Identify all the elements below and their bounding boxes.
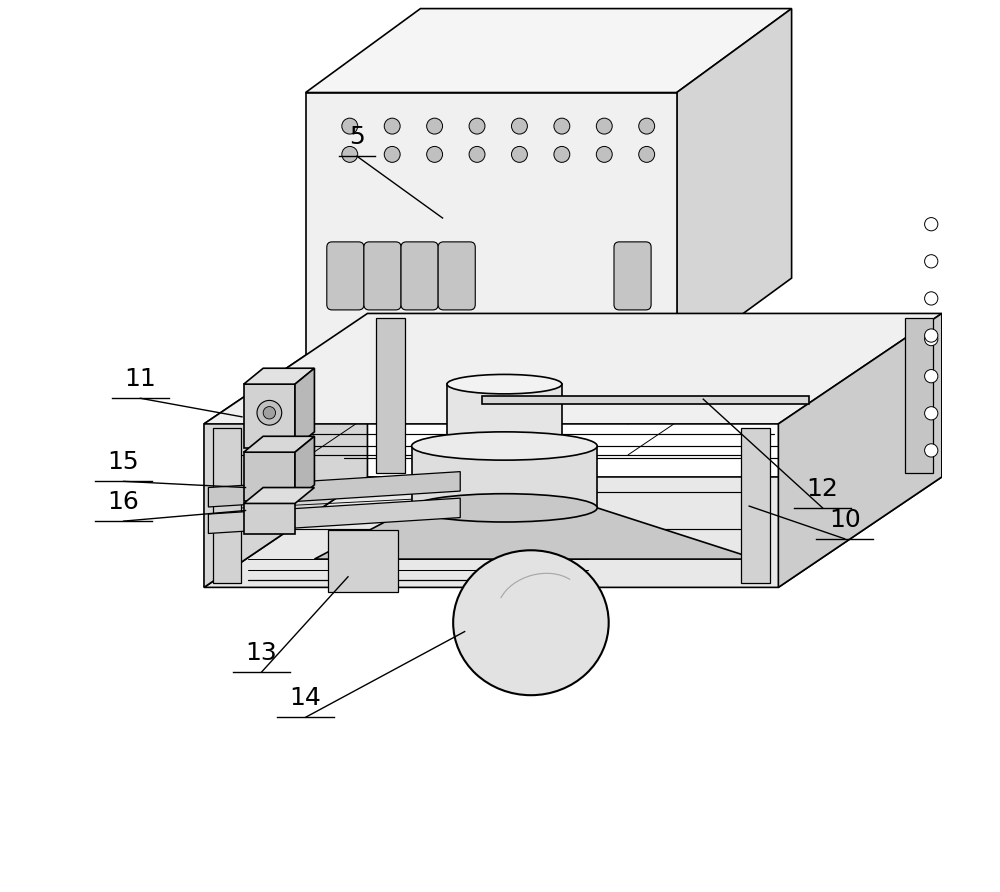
Polygon shape — [376, 318, 405, 473]
Circle shape — [925, 333, 938, 346]
Circle shape — [384, 118, 400, 134]
Polygon shape — [314, 508, 756, 559]
Circle shape — [554, 118, 570, 134]
Polygon shape — [306, 93, 677, 362]
FancyBboxPatch shape — [614, 242, 651, 310]
Polygon shape — [412, 446, 597, 508]
Circle shape — [925, 292, 938, 305]
Polygon shape — [295, 436, 314, 500]
Circle shape — [925, 369, 938, 383]
FancyBboxPatch shape — [327, 242, 364, 310]
Text: 13: 13 — [246, 641, 277, 665]
Polygon shape — [244, 503, 295, 534]
Text: 16: 16 — [108, 490, 139, 514]
Circle shape — [342, 118, 358, 134]
FancyBboxPatch shape — [438, 242, 475, 310]
Circle shape — [469, 146, 485, 162]
Circle shape — [925, 218, 938, 231]
Polygon shape — [208, 498, 460, 533]
Circle shape — [925, 444, 938, 457]
Polygon shape — [244, 368, 314, 384]
Text: 11: 11 — [124, 368, 156, 392]
Bar — [482, 396, 809, 404]
Polygon shape — [328, 530, 398, 591]
Polygon shape — [447, 384, 562, 446]
Polygon shape — [208, 472, 460, 507]
Polygon shape — [213, 428, 241, 583]
Circle shape — [925, 407, 938, 420]
Circle shape — [511, 118, 527, 134]
Circle shape — [263, 407, 276, 419]
Polygon shape — [244, 452, 295, 500]
Ellipse shape — [412, 432, 597, 460]
Polygon shape — [204, 477, 942, 588]
Circle shape — [596, 118, 612, 134]
Polygon shape — [677, 9, 792, 362]
Polygon shape — [306, 9, 792, 93]
Circle shape — [384, 146, 400, 162]
Polygon shape — [905, 318, 933, 473]
Polygon shape — [778, 313, 942, 588]
Ellipse shape — [447, 436, 562, 456]
Ellipse shape — [447, 375, 562, 394]
Polygon shape — [244, 436, 314, 452]
Circle shape — [469, 118, 485, 134]
FancyBboxPatch shape — [401, 242, 438, 310]
Polygon shape — [244, 488, 314, 503]
Text: 15: 15 — [108, 450, 139, 475]
Circle shape — [257, 401, 282, 425]
Circle shape — [427, 118, 443, 134]
Text: 10: 10 — [829, 508, 861, 532]
Circle shape — [554, 146, 570, 162]
Text: 5: 5 — [349, 125, 365, 149]
FancyBboxPatch shape — [364, 242, 401, 310]
Ellipse shape — [412, 493, 597, 522]
Polygon shape — [295, 368, 314, 448]
Polygon shape — [204, 313, 942, 424]
Circle shape — [925, 255, 938, 268]
Circle shape — [639, 118, 655, 134]
Text: 14: 14 — [290, 686, 322, 710]
Circle shape — [925, 329, 938, 343]
Circle shape — [639, 146, 655, 162]
Circle shape — [342, 146, 358, 162]
Text: 12: 12 — [807, 477, 838, 500]
Ellipse shape — [453, 550, 609, 695]
Circle shape — [596, 146, 612, 162]
Polygon shape — [244, 384, 295, 448]
Polygon shape — [204, 313, 367, 588]
Circle shape — [511, 146, 527, 162]
Polygon shape — [741, 428, 770, 583]
Circle shape — [427, 146, 443, 162]
